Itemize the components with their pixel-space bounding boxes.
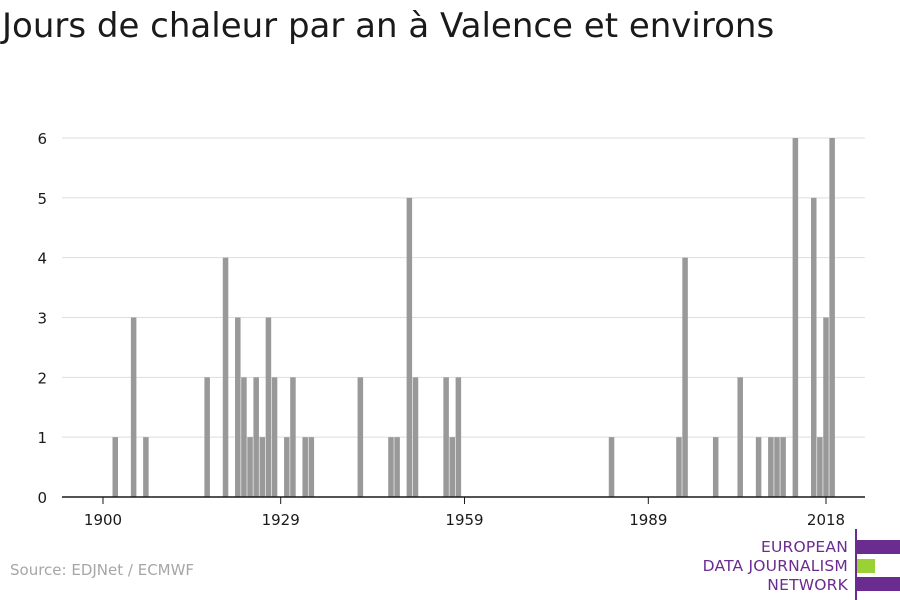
bar-1931	[290, 377, 296, 497]
logo-bar-purple-top	[857, 540, 900, 554]
bar-2009	[768, 437, 774, 497]
logo-line-2: DATA JOURNALISM	[702, 557, 848, 575]
bar-1942	[357, 377, 364, 497]
bar-1947	[388, 437, 394, 497]
bar-1933	[302, 437, 308, 497]
bar-2000	[712, 437, 719, 497]
x-tick-label: 1959	[445, 511, 483, 529]
y-tick-label: 1	[37, 429, 47, 447]
axes: 0 1 2 3 4 5 6 1900 1929 1959 1989 2018	[37, 130, 865, 529]
x-tick-label: 1989	[629, 511, 667, 529]
bar-1994	[676, 437, 682, 497]
y-tick-label: 5	[37, 190, 47, 208]
x-tick-label: 1900	[84, 511, 122, 529]
bar-1956	[443, 377, 449, 497]
logo-line-3: NETWORK	[767, 576, 848, 594]
bar-1950	[406, 197, 413, 498]
logo-bar-purple-bottom	[857, 577, 900, 591]
edjnet-logo: EUROPEAN DATA JOURNALISM NETWORK	[690, 529, 900, 600]
bar-1958	[455, 377, 462, 497]
bar-1924	[247, 437, 253, 497]
bar-2016	[810, 197, 817, 498]
bar-1905	[130, 317, 137, 497]
bar-1902	[112, 437, 119, 497]
bar-2018	[823, 317, 829, 497]
y-tick-label: 0	[37, 489, 47, 507]
logo-line-1: EUROPEAN	[760, 538, 848, 556]
bar-2007	[755, 437, 762, 497]
x-tick-label: 2018	[807, 511, 845, 529]
bar-1907	[143, 437, 149, 497]
bar-1995	[682, 257, 688, 497]
y-tick-label: 4	[37, 250, 47, 268]
bar-1920	[222, 257, 229, 497]
bar-1923	[241, 377, 247, 497]
logo-bar-green	[857, 559, 875, 573]
y-tick-label: 3	[37, 310, 47, 328]
bar-1927	[265, 317, 272, 497]
bar-1957	[449, 437, 456, 497]
bar-1928	[271, 377, 278, 497]
y-tick-label: 6	[37, 130, 47, 148]
bar-1934	[308, 437, 315, 497]
bar-2011	[780, 437, 786, 497]
bar-1925	[253, 377, 259, 497]
bar-1983	[608, 437, 615, 497]
bar-2017	[817, 437, 823, 497]
bar-1948	[394, 437, 400, 497]
bar-2010	[774, 437, 780, 497]
logo-divider	[855, 529, 857, 600]
bar-1926	[259, 437, 266, 497]
bar-1922	[235, 317, 241, 497]
bar-2013	[792, 138, 799, 497]
chart-title: Jours de chaleur par an à Valence et env…	[2, 6, 775, 46]
bars	[112, 138, 835, 498]
x-tick-label: 1929	[262, 511, 300, 529]
bar-1930	[284, 437, 290, 497]
bar-2004	[737, 377, 743, 497]
bar-2019	[829, 138, 835, 497]
bar-1951	[412, 377, 419, 497]
gridlines	[62, 137, 865, 438]
y-tick-label: 2	[37, 369, 47, 387]
bar-1917	[204, 377, 210, 497]
source-note: Source: EDJNet / ECMWF	[10, 561, 195, 579]
